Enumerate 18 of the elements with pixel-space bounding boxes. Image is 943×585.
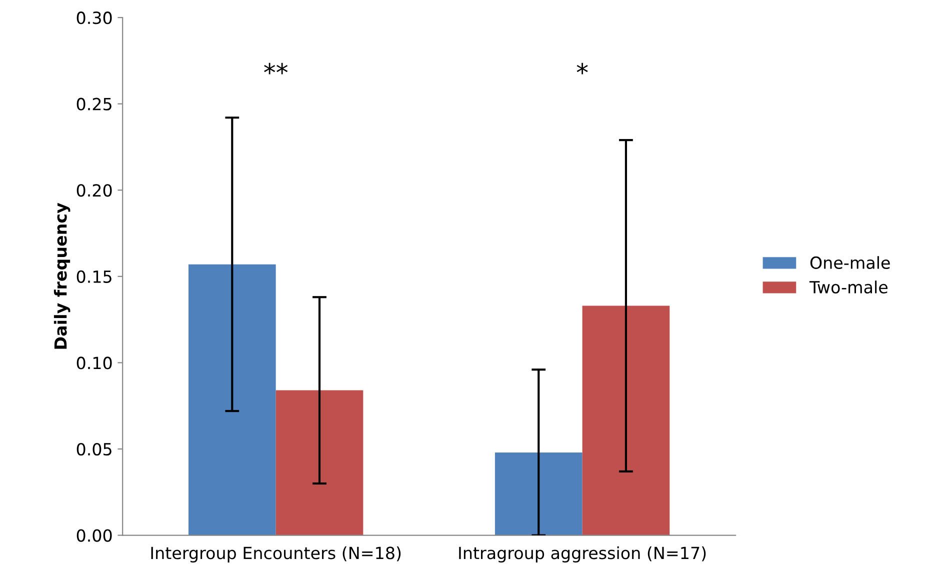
bar bbox=[276, 390, 364, 536]
bar bbox=[494, 452, 582, 536]
y-tick-label: 0.05 bbox=[76, 442, 112, 456]
bar bbox=[582, 306, 670, 536]
y-axis-title: Daily frequency bbox=[54, 202, 70, 349]
y-tick-label: 0.30 bbox=[76, 12, 112, 24]
legend-label: One-male bbox=[810, 256, 890, 270]
y-tick-label: 0.00 bbox=[76, 529, 112, 542]
annotation: * bbox=[576, 62, 588, 74]
y-tick-label: 0.25 bbox=[76, 98, 112, 110]
x-tick-label: Intergroup Encounters (N=18) bbox=[151, 546, 401, 563]
x-tick-label: Intragroup aggression (N=17) bbox=[459, 546, 706, 563]
legend-label: Two-male bbox=[809, 280, 888, 294]
bar bbox=[188, 264, 276, 536]
y-tick-label: 0.15 bbox=[76, 270, 112, 283]
y-tick-label: 0.20 bbox=[76, 184, 112, 197]
y-tick-label: 0.10 bbox=[76, 356, 112, 370]
annotation: ** bbox=[264, 62, 288, 74]
